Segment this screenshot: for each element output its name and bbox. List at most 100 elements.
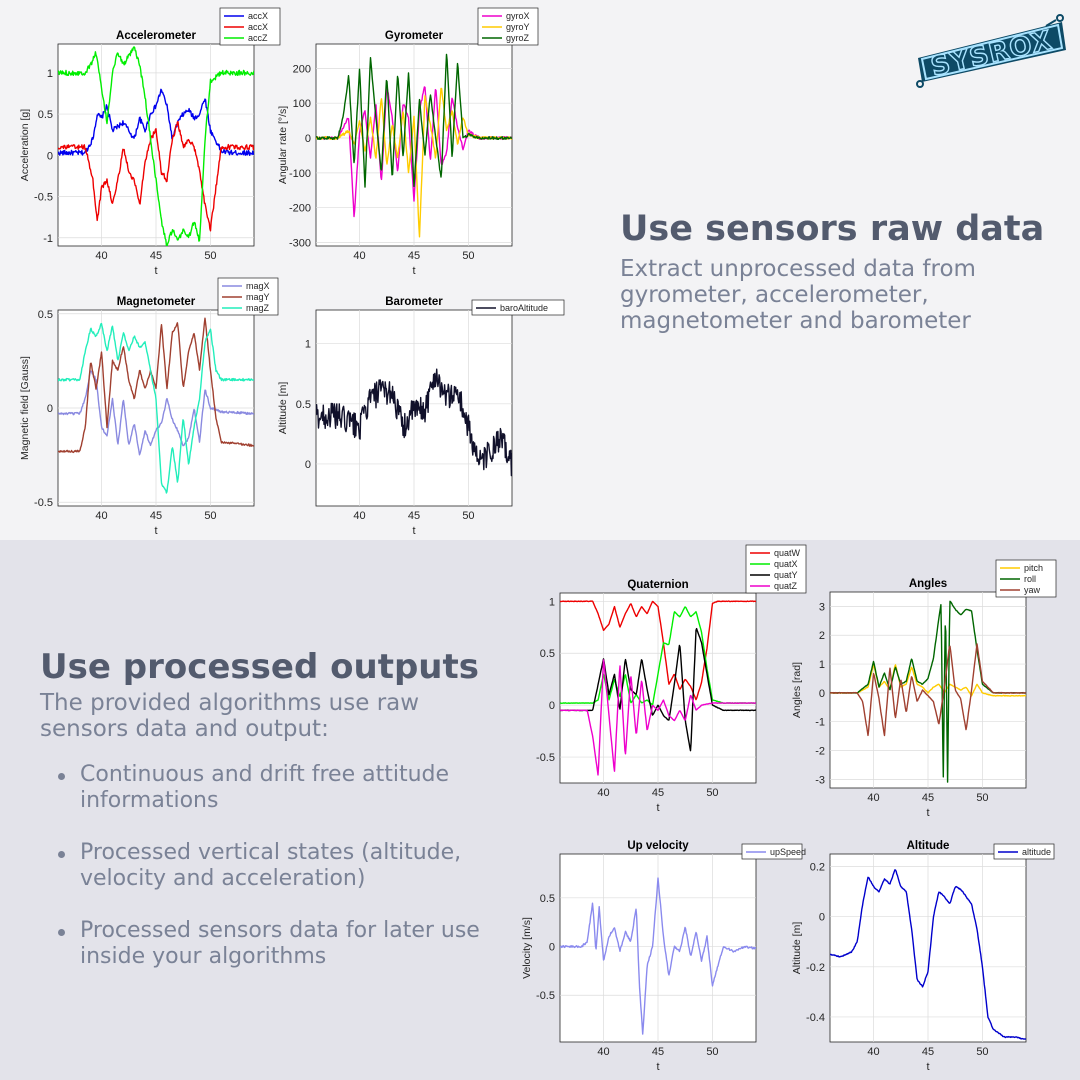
gyrometer-legend-label-1: gyroY <box>506 22 530 32</box>
angles-ytick-label-1: -1 <box>815 717 825 729</box>
barometer-chart: 40 45 50 0 0.5 1 Barometer t Altitude [m] baroAlt… <box>277 296 565 537</box>
angles-ylabel: Angles [rad] <box>791 662 803 718</box>
magnetometer-series-magx-0 <box>58 370 254 456</box>
svg-text:SYSROX: SYSROX <box>928 26 1055 83</box>
accelerometer-legend-label-0: accX <box>248 11 268 21</box>
bullet-attitude-line-1: Continuous and drift free attitude <box>80 762 450 787</box>
angles-chart: 40 45 50 -3 -2 -1 0 1 2 3 Angles t Angles [rad] pitch… <box>791 559 1057 819</box>
quaternion-legend-label-1: quatX <box>774 559 798 569</box>
upvelocity-legend <box>741 843 803 860</box>
magnetometer-xtick-label-50: 50 <box>204 510 216 522</box>
altitude-legend-label-0: altitude <box>1022 847 1051 857</box>
accelerometer-legend-label-2: accZ <box>248 33 268 43</box>
processed-outputs-title: Use processed outputs <box>40 647 479 687</box>
angles-title: Angles <box>909 578 947 590</box>
barometer-xtick-label-45: 45 <box>408 510 420 522</box>
upvelocity-series-upspeed-0 <box>560 877 756 1035</box>
altitude-title: Altitude <box>907 840 950 852</box>
accelerometer-ytick-label-1: -1 <box>43 233 53 245</box>
magnetometer-ytick-label-0-5: 0.5 <box>38 309 53 321</box>
gyrometer-legend-label-0: gyroX <box>506 11 530 21</box>
magnetometer-legend-label-0: magX <box>246 281 270 291</box>
gyrometer-ytick-label-100: 100 <box>293 98 311 110</box>
raw-data-description-line-1: Extract unprocessed data from <box>620 256 976 282</box>
altitude-ylabel: Altitude [m] <box>791 922 803 975</box>
altitude-series-altitude-0 <box>830 869 1026 1040</box>
gyrometer-chart: 40 45 50 -300 -200 -100 0 100 200 Gyrometer t Angul… <box>277 7 539 277</box>
quaternion-title: Quaternion <box>627 579 688 591</box>
processed-outputs-list: Continuous and drift free attitude inform… <box>56 762 526 996</box>
angles-ytick-label-3: 3 <box>819 601 825 613</box>
bullet-sensors-data-line-1: Processed sensors data for later use <box>80 918 480 943</box>
bullet-attitude: Continuous and drift free attitude inform… <box>56 762 526 814</box>
upvelocity-ytick-label-0: 0 <box>549 942 555 954</box>
sysrox-logo: SYSROX <box>916 14 1066 88</box>
gyrometer-series-gyroz-2 <box>316 53 512 188</box>
accelerometer-ytick-label-1: 1 <box>47 68 53 80</box>
angles-ytick-label-2: -2 <box>815 746 825 758</box>
bullet-attitude-line-2: informations <box>80 788 219 813</box>
quaternion-ytick-label-0-5: 0.5 <box>540 648 555 660</box>
quaternion-xtick-label-40: 40 <box>597 787 609 799</box>
gyrometer-xtick-label-45: 45 <box>408 250 420 262</box>
barometer-ytick-label-0-5: 0.5 <box>296 399 311 411</box>
bullet-vertical-states-line-2: velocity and acceleration) <box>80 866 366 891</box>
barometer-title: Barometer <box>385 296 443 308</box>
accelerometer-ytick-label-0-5: -0.5 <box>34 192 53 204</box>
altitude-xtick-label-50: 50 <box>976 1046 988 1058</box>
quaternion-legend-label-3: quatZ <box>774 581 798 591</box>
barometer-xtick-label-40: 40 <box>353 510 365 522</box>
quaternion-legend-label-2: quatY <box>774 570 798 580</box>
accelerometer-ytick-label-0: 0 <box>47 150 53 162</box>
quaternion-xtick-label-50: 50 <box>706 787 718 799</box>
angles-legend-label-2: yaw <box>1024 585 1041 595</box>
magnetometer-chart: 40 45 50 -0.5 0 0.5 Magnetometer t Magnetic fiel… <box>19 277 279 537</box>
magnetometer-title: Magnetometer <box>117 296 196 308</box>
angles-ytick-label-2: 2 <box>819 630 825 642</box>
barometer-legend <box>471 299 565 316</box>
quaternion-series-quaty-2 <box>560 627 756 752</box>
accelerometer-xtick-label-45: 45 <box>150 250 162 262</box>
accelerometer-series-accz-2 <box>58 46 254 246</box>
barometer-xtick-label-50: 50 <box>462 510 474 522</box>
barometer-ytick-label-1: 1 <box>305 339 311 351</box>
upvelocity-xlabel: t <box>656 1061 659 1073</box>
gyrometer-series-gyrox-0 <box>316 85 512 218</box>
altitude-xtick-label-40: 40 <box>867 1046 879 1058</box>
quaternion-ytick-label-0-5: -0.5 <box>536 752 555 764</box>
accelerometer-xtick-label-50: 50 <box>204 250 216 262</box>
angles-ytick-label-0: 0 <box>819 688 825 700</box>
magnetometer-xtick-label-40: 40 <box>95 510 107 522</box>
angles-ytick-label-1: 1 <box>819 659 825 671</box>
quaternion-xlabel: t <box>656 802 659 814</box>
gyrometer-legend-label-2: gyroZ <box>506 33 530 43</box>
gyrometer-title: Gyrometer <box>385 30 444 42</box>
accelerometer-ytick-label-0-5: 0.5 <box>38 109 53 121</box>
magnetometer-ylabel: Magnetic field [Gauss] <box>19 356 31 460</box>
quaternion-ytick-label-0: 0 <box>549 700 555 712</box>
gyrometer-ylabel: Angular rate [°/s] <box>277 106 289 184</box>
altitude-ytick-label-0-2: 0.2 <box>810 862 825 874</box>
bullet-vertical-states-line-1: Processed vertical states (altitude, <box>80 840 462 865</box>
angles-legend-label-0: pitch <box>1024 563 1043 573</box>
accelerometer-xlabel: t <box>154 265 157 277</box>
altitude-ytick-label-0-2: -0.2 <box>806 962 825 974</box>
quaternion-ytick-label-1: 1 <box>549 596 555 608</box>
quaternion-series-quatw-0 <box>560 600 756 701</box>
altitude-legend <box>993 843 1055 860</box>
quaternion-chart: 40 45 50-0.500.51QuaterniontquatWquatXquat… <box>536 544 807 814</box>
accelerometer-chart: 40 45 50 -1 -0.5 0 0.5 1 Accelerometer t Accelerat… <box>19 7 281 277</box>
bullet-vertical-states: Processed vertical states (altitude, velo… <box>56 840 526 892</box>
barometer-xlabel: t <box>412 525 415 537</box>
up-velocity-chart: 40 45 50 -0.5 0 0.5 Up velocity t Velocity [m/s]… <box>521 840 806 1073</box>
magnetometer-legend-label-1: magY <box>246 292 270 302</box>
gyrometer-ytick-label-200: -200 <box>289 203 311 215</box>
quaternion-legend-label-0: quatW <box>774 548 801 558</box>
quaternion-series-quatz-3 <box>560 659 756 776</box>
angles-legend-label-1: roll <box>1024 574 1036 584</box>
gyrometer-xtick-label-40: 40 <box>353 250 365 262</box>
magnetometer-ytick-label-0-5: -0.5 <box>34 497 53 509</box>
gyrometer-xlabel: t <box>412 265 415 277</box>
accelerometer-title: Accelerometer <box>116 30 196 42</box>
gyrometer-ytick-label-300: -300 <box>289 238 311 250</box>
